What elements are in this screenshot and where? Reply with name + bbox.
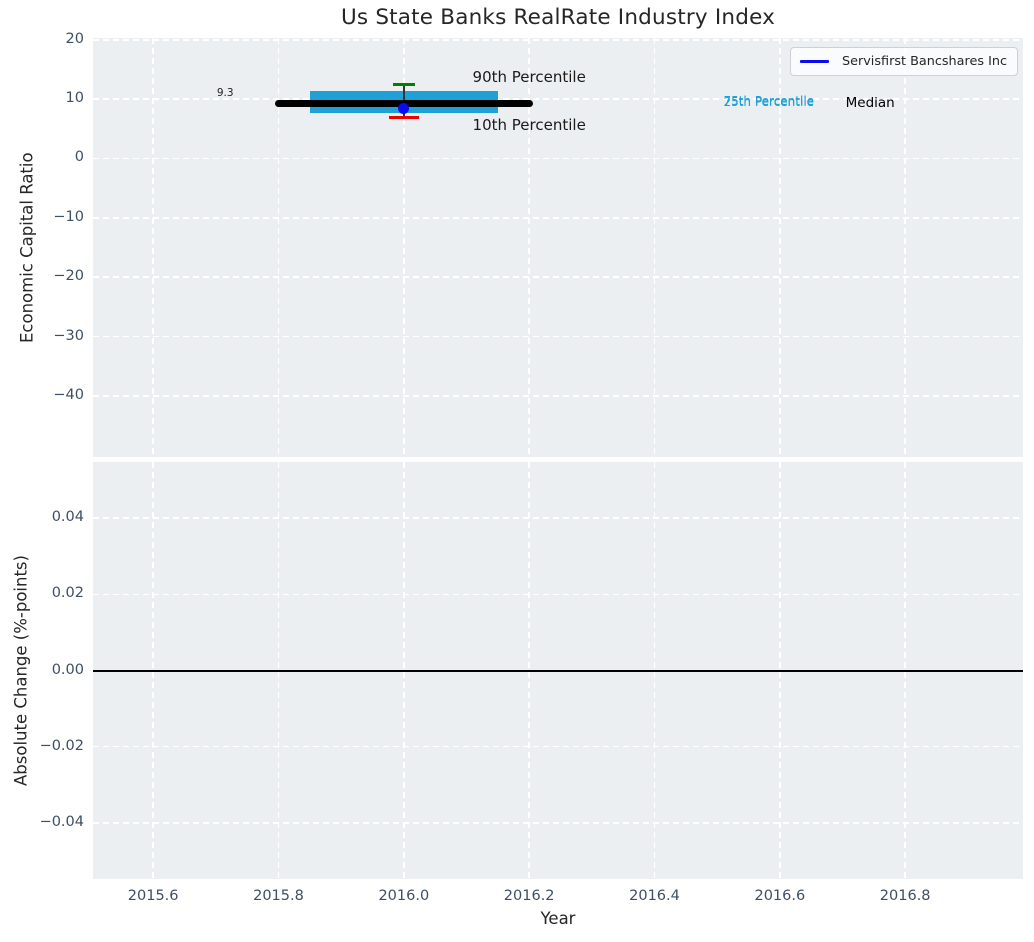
gridline-vertical xyxy=(653,38,656,457)
legend-line-swatch xyxy=(799,60,829,63)
y-tick-label: 0.00 xyxy=(51,661,84,678)
x-tick-label: 2016.0 xyxy=(378,888,430,904)
annotation-percentile-callout: 90th Percentile xyxy=(472,68,586,87)
gridline-horizontal xyxy=(93,217,1023,219)
gridline-horizontal xyxy=(93,276,1023,278)
y-tick-label: 0.04 xyxy=(51,509,84,526)
plot-area-absolute-change xyxy=(93,462,1023,879)
gridline-vertical xyxy=(779,38,781,457)
y-tick-label: −10 xyxy=(53,208,84,225)
x-tick-label: 2015.6 xyxy=(127,888,179,904)
chart-title: Us State Banks RealRate Industry Index xyxy=(340,5,776,30)
y-tick-label: 20 xyxy=(65,30,84,47)
x-tick-label: 2016.8 xyxy=(879,888,931,904)
gridline-vertical xyxy=(277,38,280,457)
whisker-cap-90th-percentile xyxy=(392,82,415,87)
company-data-point xyxy=(398,103,410,115)
plot-area-economic-capital-ratio: 90th Percentile 10th Percentile 9.3 75th Pe… xyxy=(93,38,1023,457)
y-tick-label: −20 xyxy=(53,268,84,285)
x-tick-label: 2016.2 xyxy=(503,888,555,904)
gridline-vertical xyxy=(152,38,154,457)
gridline-horizontal xyxy=(93,517,1023,519)
y-tick-label: 0 xyxy=(74,149,84,166)
gridline-vertical xyxy=(528,38,530,457)
x-axis-label: Year xyxy=(540,909,576,928)
y-tick-label: −30 xyxy=(53,327,84,344)
annotation-quartile-label: 25th Percentile xyxy=(723,95,815,110)
y-tick-label: −0.04 xyxy=(39,813,84,830)
gridline-horizontal xyxy=(93,335,1023,338)
annotation-percentile-callout: 10th Percentile xyxy=(472,115,586,134)
annotation-value-label: 9.3 xyxy=(216,87,234,100)
y-tick-label: 0.02 xyxy=(51,585,84,602)
annotation-median-label: Median xyxy=(845,94,895,111)
gridline-horizontal xyxy=(93,822,1023,824)
y-tick-label: −0.02 xyxy=(39,737,84,754)
legend-entry-label: Servisfirst Bancshares Inc xyxy=(841,54,1007,69)
whisker-cap-10th-percentile xyxy=(388,115,419,120)
gridline-vertical xyxy=(403,38,405,457)
annotation-quartile-label: 75th Percentile xyxy=(723,93,815,108)
gridline-horizontal xyxy=(93,745,1023,748)
x-tick-label: 2015.8 xyxy=(253,888,304,904)
gridline-horizontal xyxy=(93,593,1023,596)
y-tick-label: −40 xyxy=(53,386,84,403)
zero-reference-line xyxy=(93,669,1023,672)
gridline-horizontal xyxy=(93,157,1023,160)
y-tick-label: 10 xyxy=(65,90,84,107)
x-tick-label: 2016.6 xyxy=(754,888,806,904)
gridline-horizontal xyxy=(93,39,1023,41)
legend: Servisfirst Bancshares Inc xyxy=(789,47,1018,76)
x-tick-label: 2016.4 xyxy=(629,888,680,904)
gridline-horizontal xyxy=(93,98,1023,100)
gridline-vertical xyxy=(904,38,906,457)
gridline-horizontal xyxy=(93,395,1023,397)
